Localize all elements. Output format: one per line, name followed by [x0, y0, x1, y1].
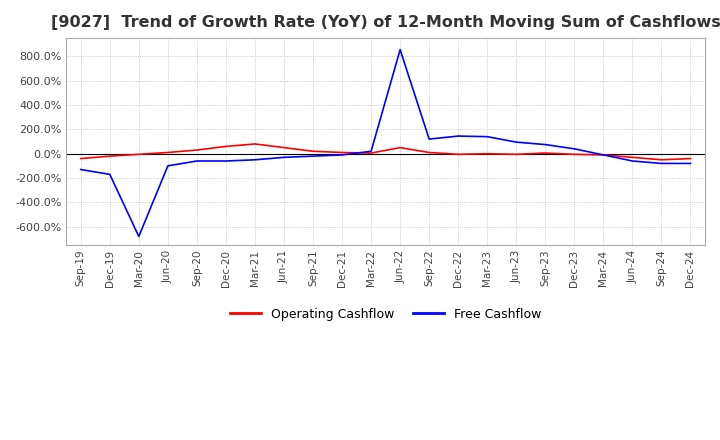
Free Cashflow — [628, 158, 636, 164]
Title: [9027]  Trend of Growth Rate (YoY) of 12-Month Moving Sum of Cashflows: [9027] Trend of Growth Rate (YoY) of 12-… — [50, 15, 720, 30]
Free Cashflow — [135, 234, 143, 239]
Operating Cashflow — [483, 151, 492, 156]
Free Cashflow — [570, 146, 579, 151]
Operating Cashflow — [628, 155, 636, 160]
Operating Cashflow — [512, 152, 521, 157]
Free Cashflow — [251, 157, 259, 162]
Free Cashflow — [454, 133, 462, 139]
Free Cashflow — [599, 152, 608, 158]
Legend: Operating Cashflow, Free Cashflow: Operating Cashflow, Free Cashflow — [225, 303, 546, 326]
Operating Cashflow — [222, 144, 230, 149]
Free Cashflow — [541, 142, 549, 147]
Free Cashflow — [512, 139, 521, 145]
Operating Cashflow — [366, 150, 375, 156]
Operating Cashflow — [251, 141, 259, 147]
Operating Cashflow — [686, 156, 695, 161]
Operating Cashflow — [163, 150, 172, 155]
Free Cashflow — [338, 152, 346, 158]
Free Cashflow — [76, 167, 85, 172]
Free Cashflow — [222, 158, 230, 164]
Free Cashflow — [425, 136, 433, 142]
Operating Cashflow — [570, 152, 579, 157]
Operating Cashflow — [599, 152, 608, 158]
Operating Cashflow — [657, 157, 666, 162]
Operating Cashflow — [135, 152, 143, 157]
Free Cashflow — [483, 134, 492, 139]
Free Cashflow — [657, 161, 666, 166]
Free Cashflow — [192, 158, 201, 164]
Operating Cashflow — [454, 152, 462, 157]
Free Cashflow — [163, 163, 172, 169]
Line: Operating Cashflow: Operating Cashflow — [81, 144, 690, 160]
Free Cashflow — [309, 154, 318, 159]
Operating Cashflow — [338, 150, 346, 155]
Operating Cashflow — [541, 150, 549, 156]
Line: Free Cashflow: Free Cashflow — [81, 50, 690, 236]
Free Cashflow — [279, 155, 288, 160]
Operating Cashflow — [425, 150, 433, 155]
Operating Cashflow — [396, 145, 405, 150]
Free Cashflow — [105, 172, 114, 177]
Free Cashflow — [366, 149, 375, 154]
Free Cashflow — [396, 47, 405, 52]
Operating Cashflow — [105, 154, 114, 159]
Operating Cashflow — [309, 149, 318, 154]
Operating Cashflow — [76, 156, 85, 161]
Free Cashflow — [686, 161, 695, 166]
Operating Cashflow — [192, 147, 201, 153]
Operating Cashflow — [279, 145, 288, 150]
